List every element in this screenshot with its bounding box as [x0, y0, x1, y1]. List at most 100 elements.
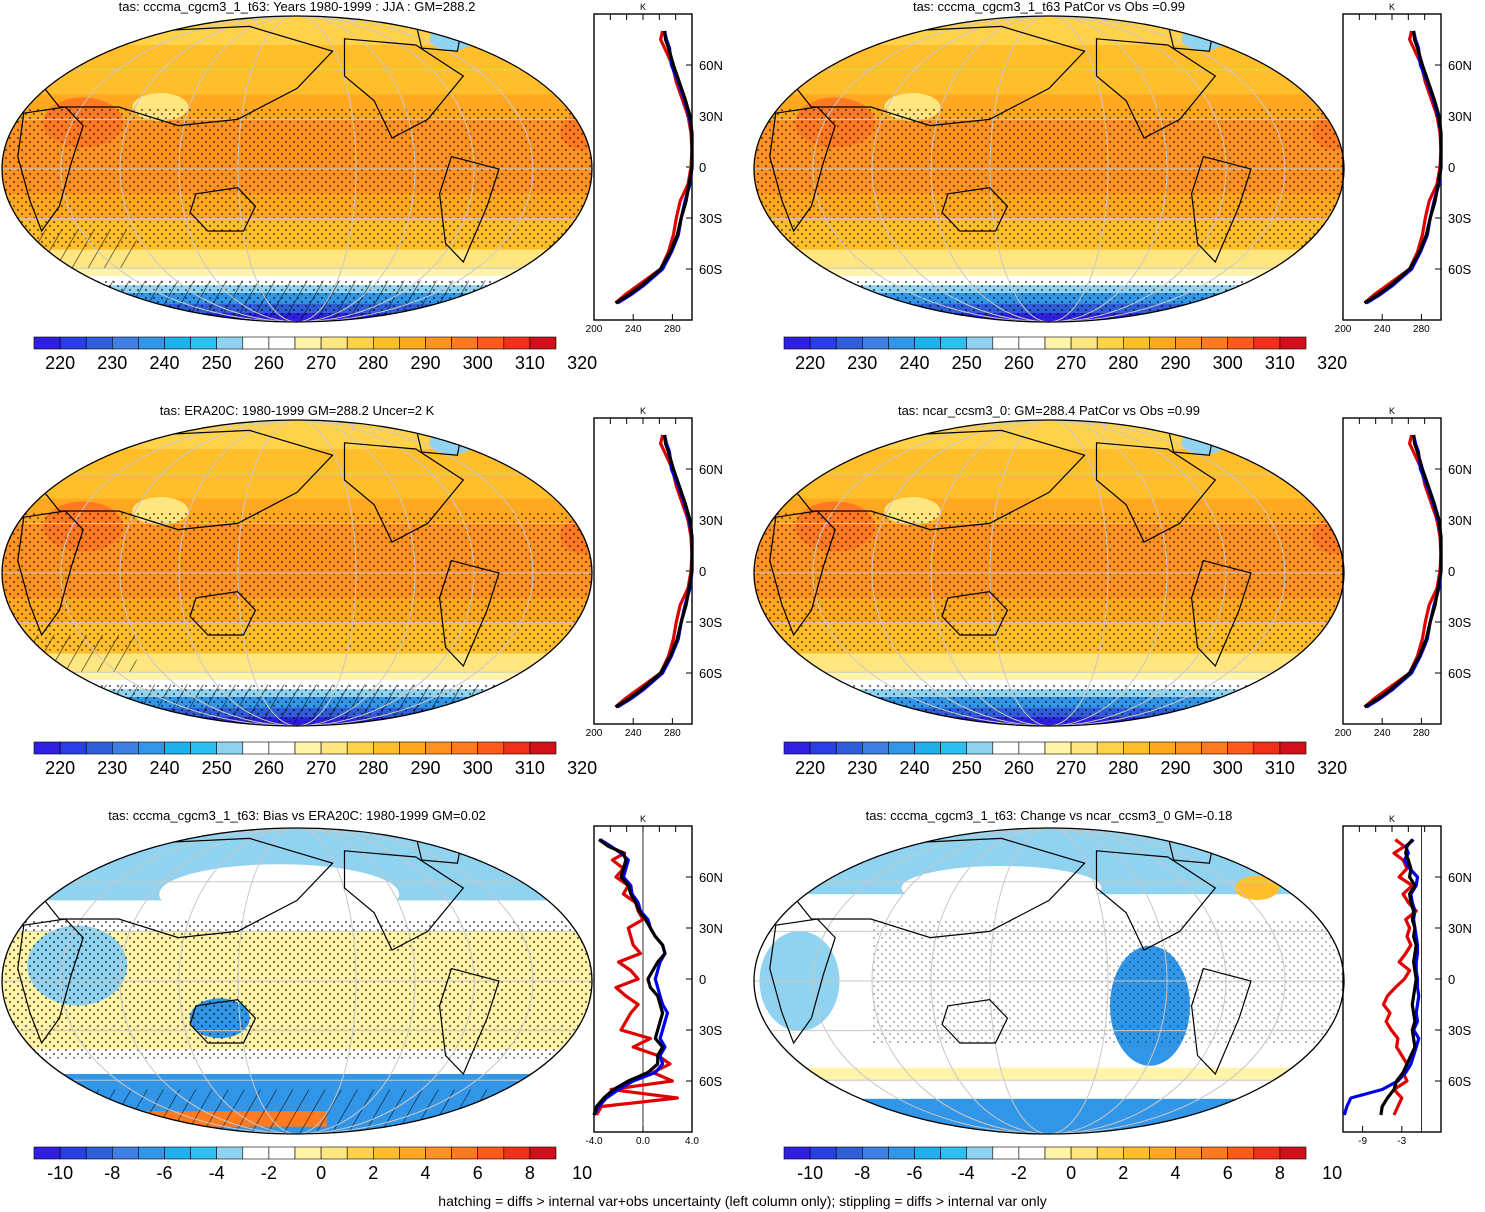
- colorbar-swatch: [294, 741, 322, 755]
- colorbar-swatch: [425, 1146, 452, 1160]
- colorbar-tick-label: 10: [1322, 1163, 1342, 1183]
- colorbar-swatch: [33, 1146, 61, 1160]
- profile-lat-label: 60S: [699, 666, 722, 681]
- profile-lat-label: 30S: [1448, 615, 1471, 630]
- colorbar-tick-label: 230: [847, 758, 877, 778]
- profile-frame: [593, 417, 693, 725]
- colorbar-swatch: [138, 1146, 165, 1160]
- colorbar-swatch: [85, 741, 113, 755]
- colorbar-tick-label: 280: [358, 353, 388, 373]
- coastlines: [769, 423, 1252, 668]
- profile-lat-label: 0: [1448, 972, 1455, 987]
- colorbar-swatch: [1096, 336, 1124, 350]
- profile-x-tick-label: 240: [1374, 728, 1391, 739]
- profile-series-blue: [616, 434, 694, 709]
- colorbar-swatch: [966, 741, 994, 755]
- profile-x-tick-label: 200: [586, 324, 603, 335]
- profile-frame: [1342, 825, 1442, 1133]
- profile-x-tick-label: 240: [1374, 324, 1391, 335]
- profile-series-black: [1363, 30, 1443, 305]
- colorbar-swatch: [1253, 1146, 1281, 1160]
- colorbar-tick-label: 240: [149, 353, 179, 373]
- colorbar-swatch: [268, 741, 296, 755]
- coastlines: [769, 19, 1252, 264]
- profile-lat-label: 60N: [699, 462, 723, 477]
- colorbar-swatch: [914, 741, 941, 755]
- panel-title: tas: cccma_cgcm3_1_t63: Change vs ncar_c…: [866, 808, 1233, 823]
- colorbar-tick-label: -2: [1011, 1163, 1027, 1183]
- colorbar-tick-label: 2: [368, 1163, 378, 1183]
- panel-1: tas: cccma_cgcm3_1_t63: Years 1980-1999 …: [1, 0, 723, 373]
- colorbar-swatch: [809, 1146, 837, 1160]
- colorbar-tick-label: 250: [952, 758, 982, 778]
- colorbar-swatch: [1175, 741, 1202, 755]
- profile-series-red: [595, 838, 679, 1116]
- colorbar-swatch: [966, 1146, 994, 1160]
- profile-series-blue: [592, 838, 670, 1116]
- colorbar-tick-label: 310: [1265, 758, 1295, 778]
- profile-unit-label: K: [1389, 2, 1395, 12]
- colorbar-swatch: [861, 741, 889, 755]
- map-border: [753, 419, 1345, 727]
- colorbar-swatch: [809, 336, 837, 350]
- profile-series-blue: [1365, 434, 1443, 709]
- colorbar-swatch: [372, 1146, 400, 1160]
- colorbar-tick-label: -2: [261, 1163, 277, 1183]
- colorbar-tick-label: 8: [1275, 1163, 1285, 1183]
- colorbar-swatch: [425, 336, 452, 350]
- colorbar-swatch: [503, 1146, 531, 1160]
- colorbar-swatch: [112, 1146, 139, 1160]
- colorbar-swatch: [399, 336, 426, 350]
- map-border: [1, 15, 593, 323]
- colorbar-tick-label: 250: [202, 353, 232, 373]
- panel-title: tas: ERA20C: 1980-1999 GM=288.2 Uncer=2 …: [160, 403, 435, 418]
- colorbar-tick-label: 220: [45, 758, 75, 778]
- profile-lat-label: 30N: [699, 109, 723, 124]
- profile-unit-label: K: [640, 814, 646, 824]
- colorbar-tick-label: 310: [1265, 353, 1295, 373]
- profile-frame: [1342, 13, 1442, 321]
- profile-lat-label: 0: [699, 972, 706, 987]
- colorbar-tick-label: 290: [1160, 758, 1190, 778]
- colorbar-swatch: [783, 1146, 811, 1160]
- colorbar-swatch: [1149, 336, 1176, 350]
- profile-lat-label: 30N: [1448, 513, 1472, 528]
- colorbar-swatch: [940, 1146, 967, 1160]
- colorbar-swatch: [1044, 1146, 1072, 1160]
- colorbar-tick-label: 240: [899, 353, 929, 373]
- colorbar-swatch: [59, 1146, 87, 1160]
- colorbar-swatch: [783, 741, 811, 755]
- profile-lat-label: 30S: [699, 615, 722, 630]
- colorbar-tick-label: 290: [1160, 353, 1190, 373]
- colorbar-swatch: [372, 336, 400, 350]
- colorbar-swatch: [966, 336, 994, 350]
- colorbar-tick-label: -4: [209, 1163, 225, 1183]
- colorbar-tick-label: -4: [959, 1163, 975, 1183]
- profile-series-red: [614, 434, 694, 709]
- profile-lat-label: 60N: [1448, 870, 1472, 885]
- colorbar-tick-label: 270: [306, 353, 336, 373]
- profile-lat-label: 30S: [1448, 211, 1471, 226]
- colorbar-tick-label: 260: [1004, 353, 1034, 373]
- colorbar-swatch: [477, 741, 505, 755]
- colorbar-tick-label: 230: [97, 353, 127, 373]
- panel-5: tas: cccma_cgcm3_1_t63: Bias vs ERA20C: …: [1, 808, 723, 1183]
- profile-series-black: [1379, 838, 1418, 1116]
- colorbar-swatch: [503, 741, 531, 755]
- figure-footnote: hatching = diffs > internal var+obs unce…: [438, 1193, 1047, 1209]
- profile-x-tick-label: 200: [1335, 324, 1352, 335]
- profile-lat-label: 0: [699, 160, 706, 175]
- colorbar-swatch: [888, 1146, 915, 1160]
- colorbar-tick-label: 300: [1213, 353, 1243, 373]
- colorbar-tick-label: 240: [149, 758, 179, 778]
- colorbar-swatch: [1175, 336, 1202, 350]
- colorbar-swatch: [1096, 741, 1124, 755]
- colorbar-swatch: [164, 741, 191, 755]
- colorbar-swatch: [1070, 741, 1098, 755]
- colorbar-swatch: [1123, 741, 1150, 755]
- colorbar-swatch: [1279, 1146, 1307, 1160]
- colorbar-swatch: [1201, 336, 1228, 350]
- colorbar-swatch: [346, 741, 374, 755]
- colorbar-tick-label: 220: [45, 353, 75, 373]
- profile-lat-label: 30N: [699, 513, 723, 528]
